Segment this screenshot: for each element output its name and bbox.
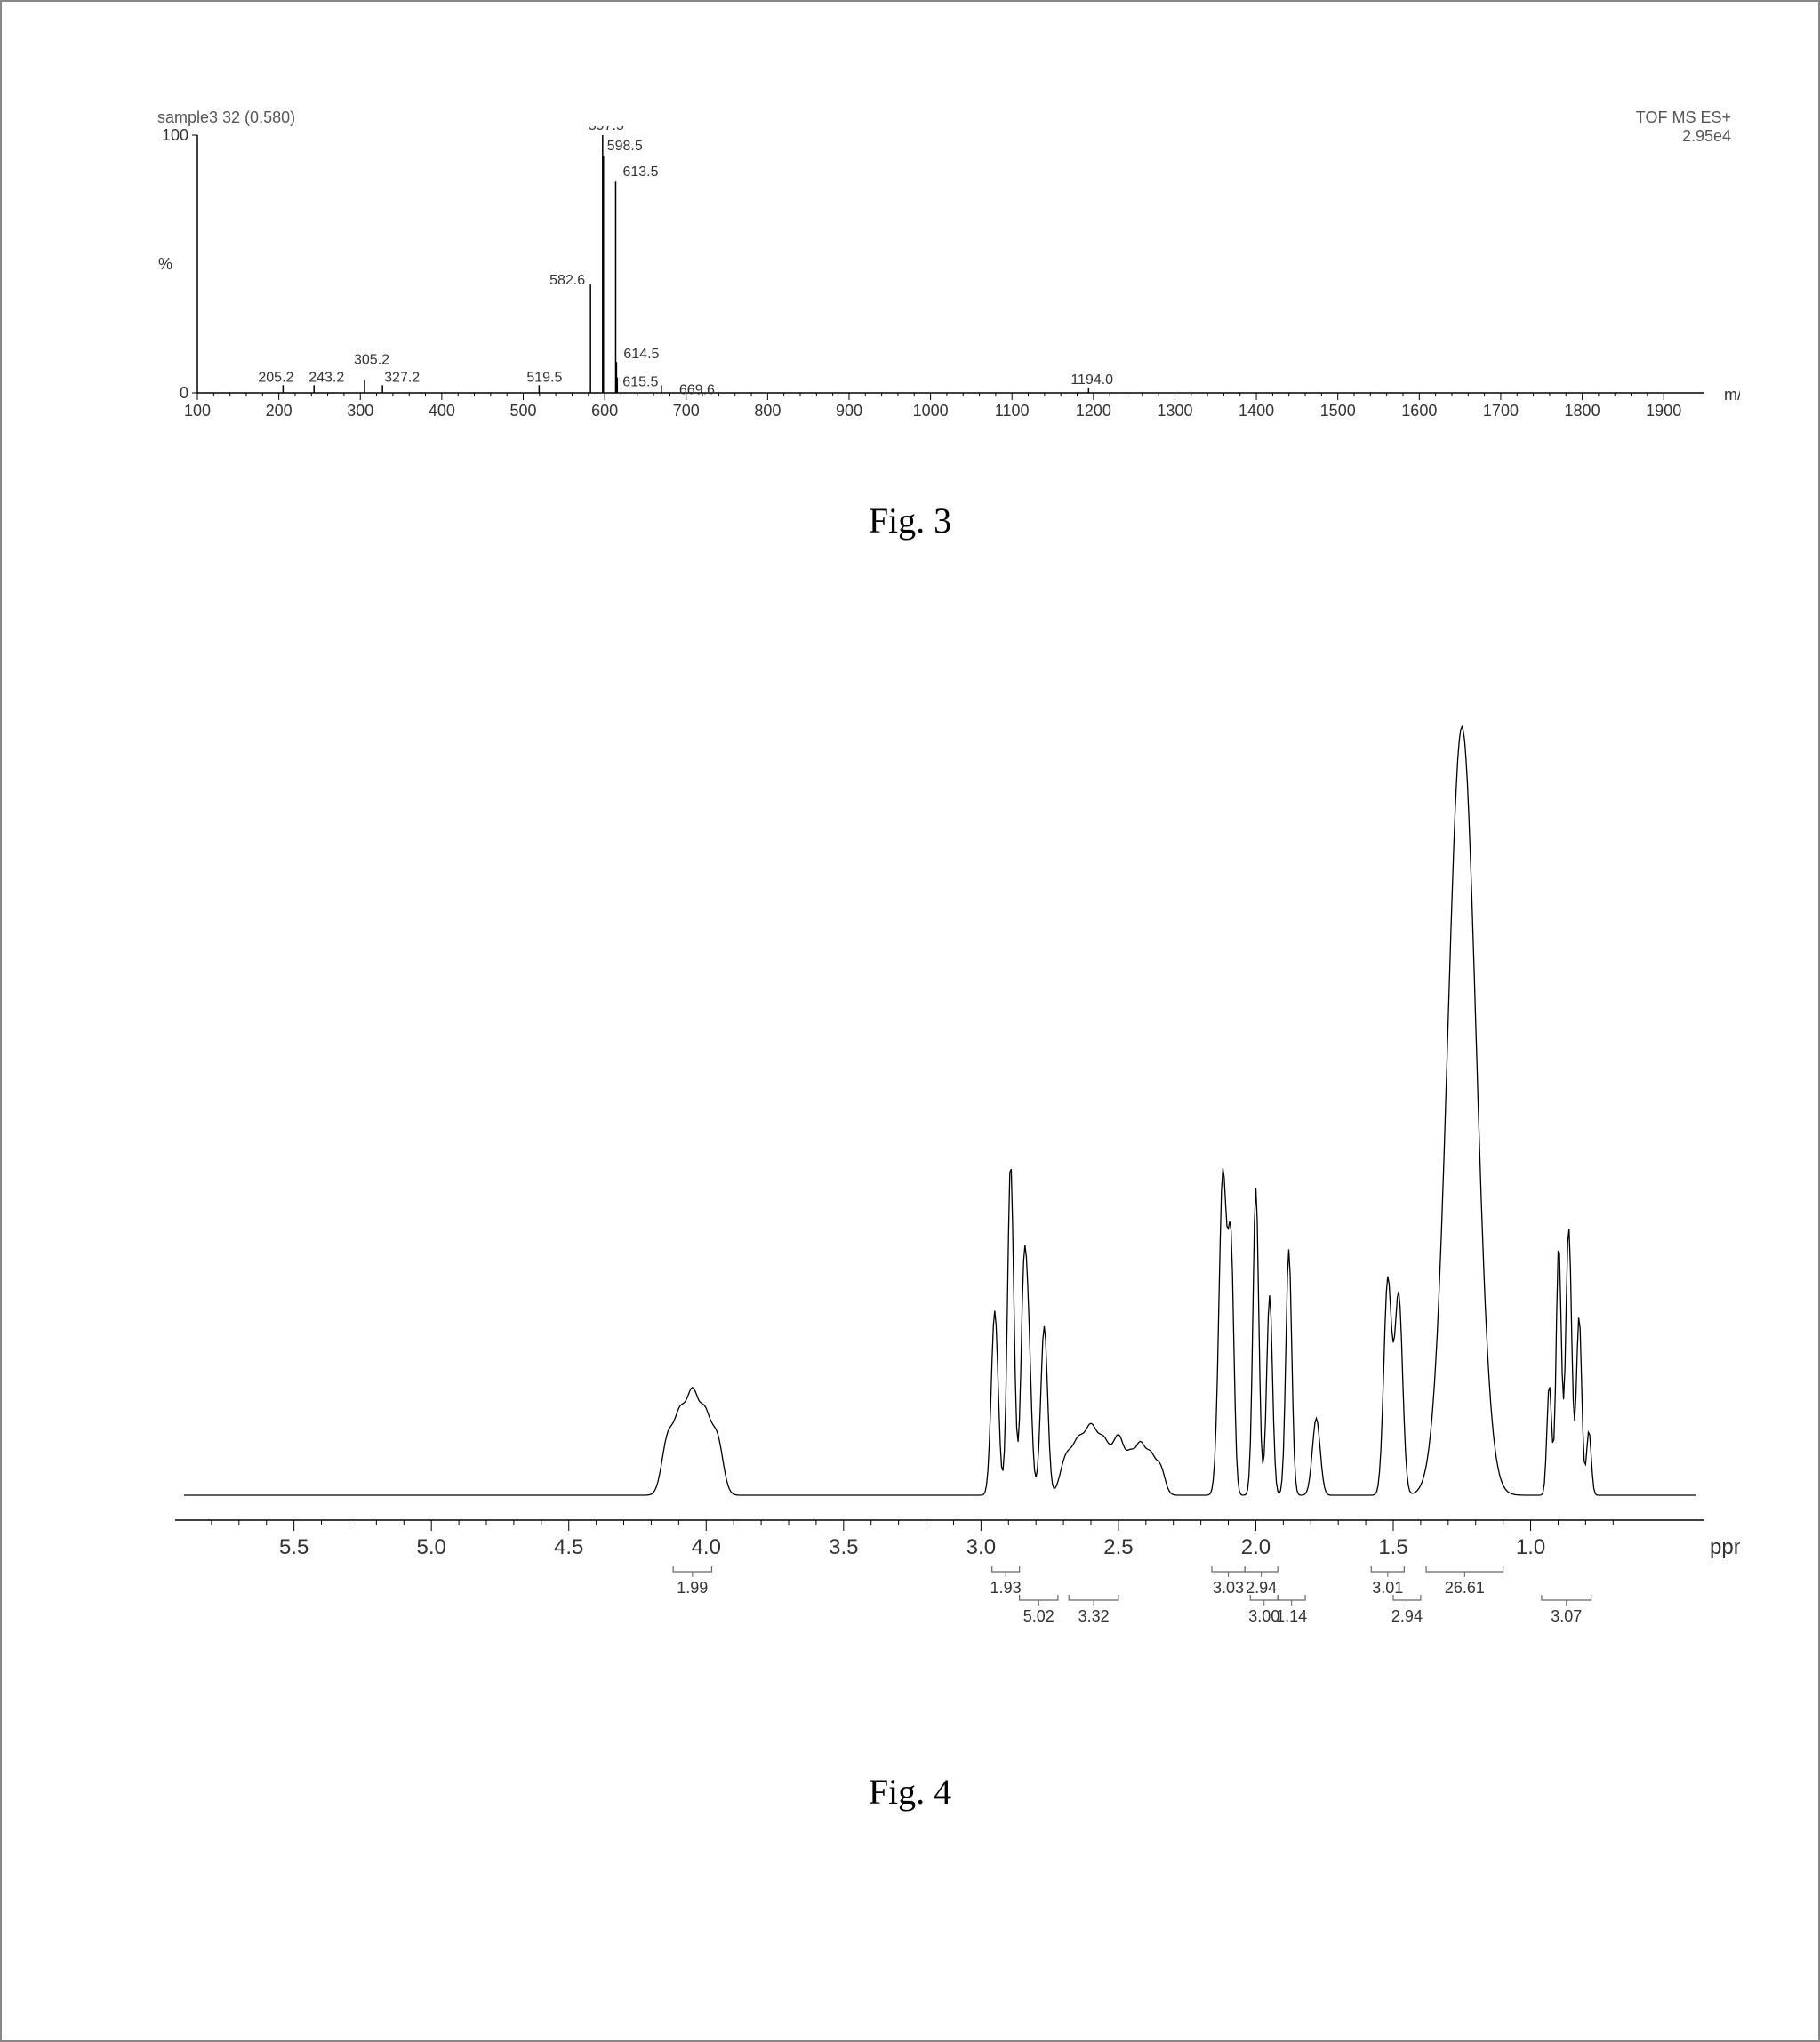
- ms-mode-text: TOF MS ES+: [1636, 108, 1731, 126]
- svg-text:305.2: 305.2: [354, 353, 389, 368]
- svg-text:243.2: 243.2: [309, 370, 344, 385]
- svg-text:1100: 1100: [995, 402, 1030, 420]
- ms-sample-label: sample3 32 (0.580): [157, 108, 295, 127]
- svg-text:614.5: 614.5: [623, 347, 659, 362]
- svg-text:m/z: m/z: [1724, 386, 1740, 404]
- svg-text:327.2: 327.2: [384, 370, 420, 385]
- svg-text:597.5: 597.5: [589, 126, 624, 133]
- svg-text:2.0: 2.0: [1241, 1535, 1271, 1559]
- svg-text:ppm: ppm: [1710, 1535, 1740, 1559]
- svg-text:1400: 1400: [1239, 402, 1274, 420]
- svg-text:100: 100: [184, 402, 211, 420]
- svg-text:300: 300: [347, 402, 373, 420]
- page-container: sample3 32 (0.580) TOF MS ES+ 2.95e4 010…: [0, 0, 1820, 2042]
- svg-text:3.01: 3.01: [1372, 1579, 1403, 1597]
- svg-text:700: 700: [673, 402, 700, 420]
- svg-text:1.99: 1.99: [677, 1579, 708, 1597]
- svg-text:1900: 1900: [1646, 402, 1681, 420]
- svg-text:1600: 1600: [1401, 402, 1437, 420]
- svg-text:900: 900: [836, 402, 862, 420]
- nmr-spectrum-plot: 5.5 5.0 4.5 4.0 3.5 3.0 2.5 2.0 1.5 1.0 ppm 1.99 1.9…: [157, 669, 1740, 1646]
- svg-text:1194.0: 1194.0: [1070, 372, 1113, 388]
- svg-text:2.5: 2.5: [1103, 1535, 1133, 1559]
- svg-text:4.0: 4.0: [692, 1535, 721, 1559]
- svg-text:1.5: 1.5: [1378, 1535, 1407, 1559]
- svg-text:519.5: 519.5: [526, 370, 562, 385]
- svg-text:1.14: 1.14: [1276, 1607, 1307, 1625]
- figure4-caption: Fig. 4: [2, 1771, 1818, 1813]
- svg-text:500: 500: [509, 402, 536, 420]
- svg-text:1500: 1500: [1320, 402, 1356, 420]
- svg-text:1.0: 1.0: [1516, 1535, 1545, 1559]
- svg-text:3.00: 3.00: [1248, 1607, 1279, 1625]
- svg-text:3.0: 3.0: [966, 1535, 996, 1559]
- svg-text:100: 100: [162, 126, 188, 144]
- figure3-caption: Fig. 3: [2, 500, 1818, 541]
- svg-text:1300: 1300: [1157, 402, 1192, 420]
- svg-text:1200: 1200: [1076, 402, 1111, 420]
- svg-text:3.07: 3.07: [1551, 1607, 1582, 1625]
- svg-text:5.02: 5.02: [1023, 1607, 1054, 1625]
- svg-text:1800: 1800: [1565, 402, 1600, 420]
- svg-text:0: 0: [180, 384, 188, 402]
- svg-text:2.94: 2.94: [1391, 1607, 1423, 1625]
- svg-text:613.5: 613.5: [622, 164, 658, 180]
- svg-text:600: 600: [591, 402, 618, 420]
- svg-text:800: 800: [754, 402, 781, 420]
- svg-text:3.03: 3.03: [1213, 1579, 1244, 1597]
- svg-text:3.32: 3.32: [1078, 1607, 1110, 1625]
- svg-text:5.5: 5.5: [279, 1535, 309, 1559]
- svg-text:669.6: 669.6: [679, 382, 715, 397]
- svg-text:3.5: 3.5: [829, 1535, 858, 1559]
- svg-text:1.93: 1.93: [990, 1579, 1022, 1597]
- svg-text:5.0: 5.0: [416, 1535, 445, 1559]
- svg-text:615.5: 615.5: [622, 375, 658, 390]
- mass-spectrum-panel: sample3 32 (0.580) TOF MS ES+ 2.95e4 010…: [157, 108, 1784, 446]
- svg-text:%: %: [158, 255, 172, 273]
- nmr-spectrum-panel: 5.5 5.0 4.5 4.0 3.5 3.0 2.5 2.0 1.5 1.0 ppm 1.99 1.9…: [157, 669, 1784, 1735]
- svg-text:1700: 1700: [1483, 402, 1519, 420]
- svg-text:4.5: 4.5: [554, 1535, 583, 1559]
- svg-text:1000: 1000: [913, 402, 949, 420]
- svg-text:2.94: 2.94: [1246, 1579, 1277, 1597]
- mass-spectrum-plot: 0100%10020030040050060070080090010001100…: [157, 126, 1740, 428]
- svg-text:598.5: 598.5: [607, 139, 643, 154]
- svg-text:582.6: 582.6: [549, 273, 585, 288]
- svg-text:200: 200: [266, 402, 293, 420]
- svg-text:400: 400: [429, 402, 455, 420]
- svg-text:205.2: 205.2: [258, 370, 293, 385]
- svg-text:26.61: 26.61: [1445, 1579, 1485, 1597]
